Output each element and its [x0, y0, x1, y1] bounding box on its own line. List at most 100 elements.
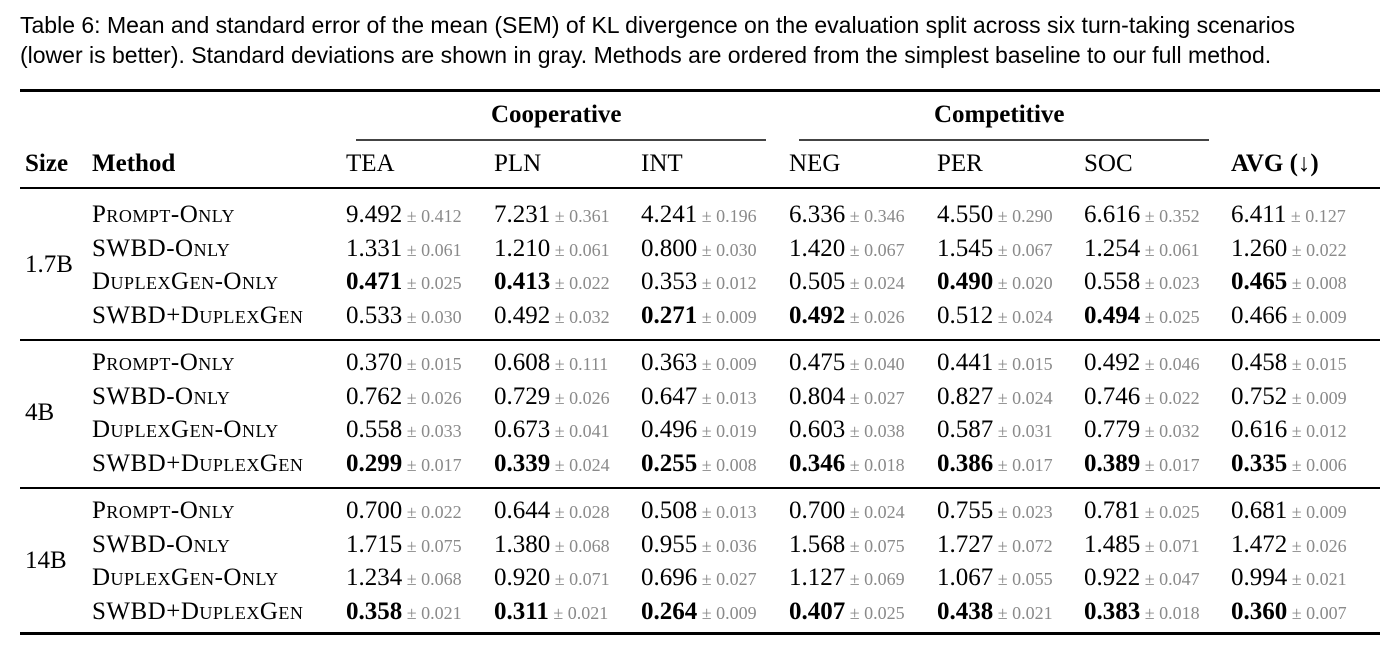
cell-mean: 0.407 — [789, 597, 846, 625]
cell-mean: 0.299 — [346, 449, 403, 477]
table-cell: 0.360 ± 0.007 — [1231, 597, 1347, 628]
cell-std: ± 0.071 — [550, 569, 610, 589]
cell-mean: 1.472 — [1231, 530, 1288, 558]
table-cell: 1.472 ± 0.026 — [1231, 530, 1347, 561]
cell-mean: 0.994 — [1231, 564, 1288, 591]
cell-std: ± 0.071 — [1140, 535, 1200, 556]
cell-mean: 1.485 — [1084, 530, 1141, 558]
table-cell: 0.533 ± 0.030 — [346, 301, 462, 332]
cell-mean: 0.755 — [937, 497, 994, 524]
cell-mean: 0.800 — [641, 234, 698, 262]
group-header-cooperative: Cooperative — [491, 101, 622, 128]
cell-mean: 7.231 — [494, 201, 551, 228]
cell-mean: 1.254 — [1084, 234, 1141, 262]
table-cell: 1.545 ± 0.067 — [937, 234, 1053, 265]
table-cell: 6.616 ± 0.352 — [1084, 200, 1200, 231]
table-cell: 4.550 ± 0.290 — [937, 200, 1053, 231]
top-rule — [20, 89, 1380, 92]
table-cell: 1.420 ± 0.067 — [789, 234, 905, 265]
table-cell: 0.407 ± 0.025 — [789, 597, 905, 628]
cell-std: ± 0.015 — [993, 354, 1053, 374]
cell-std: ± 0.028 — [550, 502, 610, 522]
table-cell: 0.339 ± 0.024 — [494, 449, 610, 480]
cell-mean: 0.587 — [937, 416, 994, 443]
cell-std: ± 0.017 — [1140, 454, 1200, 475]
table-cell: 0.335 ± 0.006 — [1231, 449, 1347, 480]
cell-std: ± 0.361 — [550, 206, 610, 226]
column-header-size: Size — [25, 150, 69, 177]
cell-mean: 0.339 — [494, 449, 551, 477]
table-cell: 0.311 ± 0.021 — [494, 597, 608, 628]
table-cell: 0.608 ± 0.111 — [494, 348, 608, 379]
table-cell: 0.413 ± 0.022 — [494, 267, 610, 298]
table-cell: 0.762 ± 0.026 — [346, 382, 462, 413]
cell-mean: 0.264 — [641, 597, 698, 625]
cell-mean: 0.955 — [641, 530, 698, 558]
cell-std: ± 0.026 — [845, 306, 905, 327]
cell-std: ± 0.024 — [845, 502, 905, 522]
cell-mean: 0.746 — [1084, 382, 1141, 410]
cell-mean: 1.545 — [937, 234, 994, 262]
table-cell: 0.458 ± 0.015 — [1231, 348, 1347, 379]
cell-mean: 0.508 — [641, 497, 698, 524]
cell-mean: 0.781 — [1084, 497, 1141, 524]
table-cell: 0.358 ± 0.021 — [346, 597, 462, 628]
cell-std: ± 0.023 — [993, 502, 1053, 522]
table-cell: 0.644 ± 0.028 — [494, 496, 610, 527]
cell-mean: 1.260 — [1231, 234, 1288, 262]
column-header-int: INT — [641, 150, 683, 177]
cell-mean: 0.492 — [789, 301, 846, 329]
table-cell: 0.827 ± 0.024 — [937, 382, 1053, 413]
size-label: 4B — [25, 399, 55, 427]
cell-std: ± 0.030 — [697, 239, 757, 260]
cell-std: ± 0.068 — [550, 535, 610, 556]
cell-mean: 4.241 — [641, 201, 698, 228]
cell-mean: 0.762 — [346, 382, 403, 410]
table-cell: 1.715 ± 0.075 — [346, 530, 462, 561]
table-cell: 9.492 ± 0.412 — [346, 200, 462, 231]
table-cell: 6.411 ± 0.127 — [1231, 200, 1346, 231]
method-label: Prompt-Only — [92, 201, 235, 228]
table-cell: 0.587 ± 0.031 — [937, 415, 1053, 446]
cell-mean: 9.492 — [346, 201, 403, 228]
cell-mean: 0.353 — [641, 268, 698, 295]
cell-mean: 0.492 — [494, 301, 551, 329]
cell-std: ± 0.020 — [993, 273, 1053, 293]
cell-mean: 0.466 — [1231, 301, 1288, 329]
table-cell: 0.603 ± 0.038 — [789, 415, 905, 446]
table-cell: 0.673 ± 0.041 — [494, 415, 610, 446]
cell-mean: 0.804 — [789, 382, 846, 410]
cell-mean: 0.438 — [937, 597, 994, 625]
cell-mean: 1.067 — [937, 564, 994, 591]
cell-mean: 0.363 — [641, 349, 698, 376]
cell-std: ± 0.067 — [845, 239, 905, 260]
cell-mean: 0.441 — [937, 349, 994, 376]
method-label: SWBD+DuplexGen — [92, 597, 304, 625]
method-label: SWBD-Only — [92, 382, 231, 410]
cell-mean: 0.492 — [1084, 349, 1141, 376]
cell-mean: 0.603 — [789, 416, 846, 443]
cell-std: ± 0.072 — [993, 535, 1053, 556]
cell-std: ± 0.018 — [845, 454, 905, 475]
table-cell: 0.508 ± 0.013 — [641, 496, 757, 527]
group-header-competitive: Competitive — [934, 101, 1065, 128]
group-rule-1 — [20, 339, 1380, 341]
cell-mean: 0.644 — [494, 497, 551, 524]
table-cell: 1.485 ± 0.071 — [1084, 530, 1200, 561]
cell-std: ± 0.015 — [1287, 354, 1347, 374]
cell-mean: 0.494 — [1084, 301, 1141, 329]
cell-std: ± 0.075 — [402, 535, 462, 556]
cell-std: ± 0.031 — [993, 421, 1053, 441]
caption-line-1: Table 6: Mean and standard error of the … — [20, 12, 1296, 38]
cell-std: ± 0.069 — [845, 569, 905, 589]
cell-std: ± 0.022 — [1287, 239, 1347, 260]
cell-mean: 1.715 — [346, 530, 403, 558]
table-cell: 0.920 ± 0.071 — [494, 563, 610, 594]
cell-std: ± 0.026 — [550, 387, 610, 408]
cell-std: ± 0.022 — [1140, 387, 1200, 408]
cell-std: ± 0.012 — [697, 273, 757, 293]
cell-std: ± 0.068 — [402, 569, 462, 589]
cell-std: ± 0.352 — [1140, 206, 1200, 226]
cell-mean: 0.673 — [494, 416, 551, 443]
cell-std: ± 0.009 — [1287, 306, 1347, 327]
